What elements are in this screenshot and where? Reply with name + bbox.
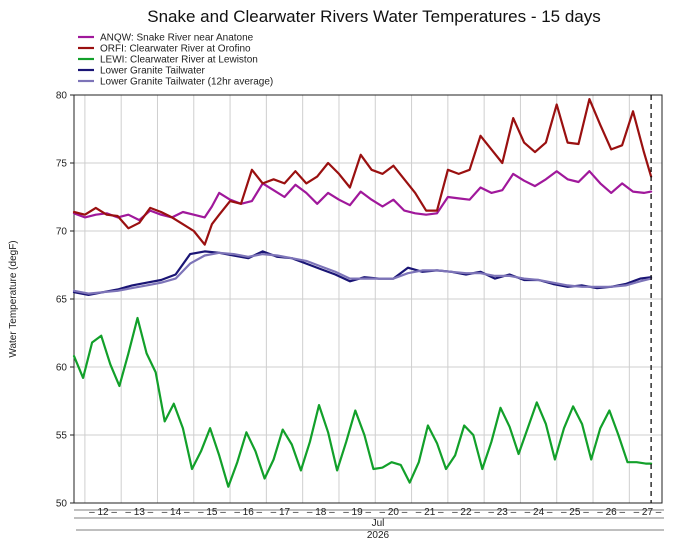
x-axis: – 12 – – 13 – – 14 – – 15 – – 16 – – 17 – – 18… bbox=[74, 507, 664, 519]
series-line-3 bbox=[72, 250, 653, 296]
y-tick-label-3: 65 bbox=[56, 295, 68, 306]
legend-label-2: LEWI: Clearwater River at Lewiston bbox=[100, 55, 258, 66]
y-tick-label-4: 70 bbox=[56, 227, 68, 238]
y-axis-label: Water Temperature (degF) bbox=[8, 240, 19, 357]
x-tick-label-5: – 17 – bbox=[271, 507, 299, 518]
x-tick-label-15: – 27 – bbox=[634, 507, 662, 518]
x-tick-label-9: – 21 – bbox=[416, 507, 444, 518]
x-tick-label-1: – 13 – bbox=[125, 507, 153, 518]
legend-label-1: ORFI: Clearwater River at Orofino bbox=[100, 44, 251, 55]
legend-label-4: Lower Granite Tailwater (12hr average) bbox=[100, 77, 273, 88]
x-tick-label-3: – 15 – bbox=[198, 507, 226, 518]
year-label: 2026 bbox=[367, 530, 390, 541]
x-tick-label-14: – 26 – bbox=[597, 507, 625, 518]
y-tick-label-6: 80 bbox=[56, 91, 68, 102]
series-line-1 bbox=[72, 97, 653, 246]
x-tick-label-7: – 19 – bbox=[343, 507, 371, 518]
series-line-2 bbox=[72, 316, 653, 488]
x-tick-label-0: – 12 – bbox=[89, 507, 117, 518]
series-line-4 bbox=[72, 251, 653, 295]
series-lines bbox=[72, 97, 653, 488]
chart-title: Snake and Clearwater Rivers Water Temper… bbox=[147, 7, 601, 26]
month-label: Jul bbox=[372, 518, 385, 529]
legend-label-0: ANQW: Snake River near Anatone bbox=[100, 33, 254, 44]
x-tick-label-8: – 20 – bbox=[380, 507, 408, 518]
legend-label-3: Lower Granite Tailwater bbox=[100, 66, 206, 77]
x-tick-label-11: – 23 – bbox=[488, 507, 516, 518]
y-tick-label-2: 60 bbox=[56, 363, 68, 374]
y-axis: 50 55 60 65 70 75 80 bbox=[56, 91, 74, 510]
y-tick-label-0: 50 bbox=[56, 499, 68, 510]
x-tick-label-10: – 22 – bbox=[452, 507, 480, 518]
y-tick-label-1: 55 bbox=[56, 431, 68, 442]
x-tick-label-4: – 16 – bbox=[234, 507, 262, 518]
y-tick-label-5: 75 bbox=[56, 159, 68, 170]
x-tick-label-2: – 14 – bbox=[162, 507, 190, 518]
x-tick-label-13: – 25 – bbox=[561, 507, 589, 518]
x-tick-label-12: – 24 – bbox=[525, 507, 553, 518]
x-tick-label-6: – 18 – bbox=[307, 507, 335, 518]
